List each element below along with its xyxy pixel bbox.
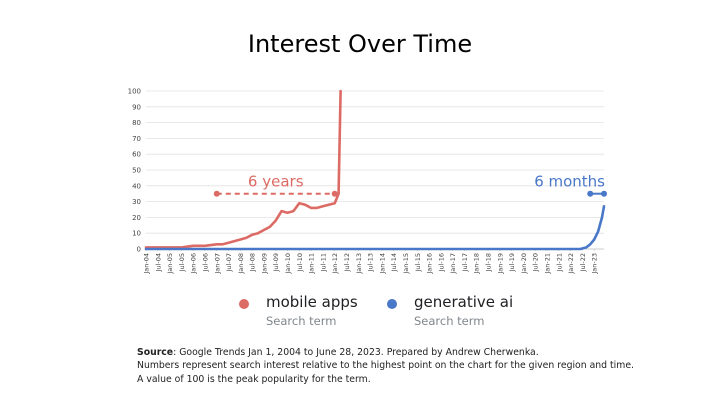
x-tick-label-Jul-11: Jul-11: [319, 253, 327, 272]
annotation-layer: 6 years 6 months: [213, 173, 607, 197]
x-tick-label-Jan-22: Jan-22: [567, 253, 575, 275]
annotation-start-dot-6-years: [213, 190, 220, 197]
notes-line-2: Numbers represent search interest relati…: [137, 360, 634, 372]
x-tick-label-Jul-20: Jul-20: [532, 253, 540, 272]
x-tick-label-Jan-09: Jan-09: [260, 253, 268, 275]
y-tick-label-0: 0: [137, 246, 141, 254]
x-tick-label-Jul-10: Jul-10: [296, 253, 304, 272]
source-notes: Source: Google Trends Jan 1, 2004 to Jun…: [137, 346, 634, 386]
x-tick-label-Jan-10: Jan-10: [284, 253, 292, 275]
x-tick-label-Jul-05: Jul-05: [178, 253, 186, 272]
x-tick-label-Jan-04: Jan-04: [143, 253, 151, 275]
x-tick-label-Jul-08: Jul-08: [249, 253, 257, 272]
source-line: Source: Google Trends Jan 1, 2004 to Jun…: [137, 346, 634, 359]
x-tick-label-Jul-18: Jul-18: [485, 253, 493, 272]
annotation-label-6-years: 6 years: [248, 173, 304, 191]
annotation-start-dot-6-months: [587, 190, 594, 197]
x-tick-label-Jan-19: Jan-19: [496, 253, 504, 275]
x-tick-label-Jan-05: Jan-05: [166, 253, 174, 275]
y-axis: 0 10 20 30 40 50 60 70 80 90 100: [128, 88, 141, 254]
legend-label-generative-ai: generative ai: [414, 293, 514, 311]
legend-marker-generative-ai: [387, 299, 397, 309]
x-tick-label-Jan-06: Jan-06: [190, 253, 198, 275]
series-line-mobile-apps: [144, 89, 342, 249]
x-tick-label-Jan-12: Jan-12: [331, 253, 339, 275]
x-tick-label-Jul-19: Jul-19: [508, 253, 516, 272]
annotation-label-6-months: 6 months: [534, 173, 605, 191]
y-tick-label-40: 40: [132, 182, 141, 190]
x-tick-label-Jan-23: Jan-23: [591, 253, 599, 275]
series-line-generative-ai: [144, 205, 606, 251]
x-tick-label-Jan-11: Jan-11: [308, 253, 316, 275]
notes-line-3: A value of 100 is the peak popularity fo…: [137, 373, 371, 385]
x-tick-label-Jan-14: Jan-14: [378, 253, 386, 275]
x-tick-label-Jan-08: Jan-08: [237, 253, 245, 275]
slide-title: Interest Over Time: [247, 30, 473, 58]
series-layer: [144, 89, 606, 251]
x-tick-label-Jan-16: Jan-16: [426, 253, 434, 275]
y-tick-label-50: 50: [132, 167, 141, 175]
x-tick-label-Jan-17: Jan-17: [449, 253, 457, 275]
x-tick-label-Jan-18: Jan-18: [473, 253, 481, 275]
x-tick-label-Jan-07: Jan-07: [213, 253, 221, 275]
x-axis: Jan-04 Jul-04 Jan-05 Jul-05 Jan-06 Jul-06 Jan-…: [143, 249, 599, 275]
x-tick-label-Jul-13: Jul-13: [367, 253, 375, 272]
source-text: : Google Trends Jan 1, 2004 to June 28, …: [173, 347, 539, 358]
grid-lines: [146, 90, 604, 250]
legend-sublabel-mobile-apps: Search term: [266, 314, 337, 328]
x-tick-label-Jan-20: Jan-20: [520, 253, 528, 275]
annotation-end-dot-6-years: [331, 190, 338, 197]
y-tick-label-60: 60: [132, 151, 141, 159]
y-tick-label-10: 10: [132, 230, 141, 238]
legend-marker-mobile-apps: [239, 299, 249, 309]
x-tick-label-Jul-07: Jul-07: [225, 253, 233, 272]
y-tick-label-80: 80: [132, 119, 141, 127]
x-tick-label-Jan-21: Jan-21: [543, 253, 551, 275]
y-tick-label-20: 20: [132, 214, 141, 222]
source-label: Source: [137, 347, 174, 358]
x-tick-label-Jul-22: Jul-22: [579, 253, 587, 272]
x-tick-label-Jul-21: Jul-21: [555, 253, 563, 272]
x-tick-label-Jul-16: Jul-16: [437, 253, 445, 272]
y-tick-label-90: 90: [132, 103, 141, 111]
y-tick-label-100: 100: [128, 88, 141, 96]
x-tick-label-Jul-06: Jul-06: [201, 253, 209, 272]
y-tick-label-70: 70: [132, 135, 141, 143]
x-tick-label-Jul-15: Jul-15: [414, 253, 422, 272]
x-tick-label-Jul-04: Jul-04: [154, 253, 162, 272]
x-tick-label-Jul-17: Jul-17: [461, 253, 469, 272]
x-tick-label-Jan-13: Jan-13: [355, 253, 363, 275]
x-tick-label-Jul-14: Jul-14: [390, 253, 398, 272]
x-tick-label-Jan-15: Jan-15: [402, 253, 410, 275]
x-tick-label-Jul-09: Jul-09: [272, 253, 280, 272]
x-tick-label-Jul-12: Jul-12: [343, 253, 351, 272]
legend-sublabel-generative-ai: Search term: [414, 314, 485, 328]
annotation-end-dot-6-months: [601, 190, 607, 197]
legend-label-mobile-apps: mobile apps: [266, 293, 358, 311]
y-tick-label-30: 30: [132, 198, 141, 206]
